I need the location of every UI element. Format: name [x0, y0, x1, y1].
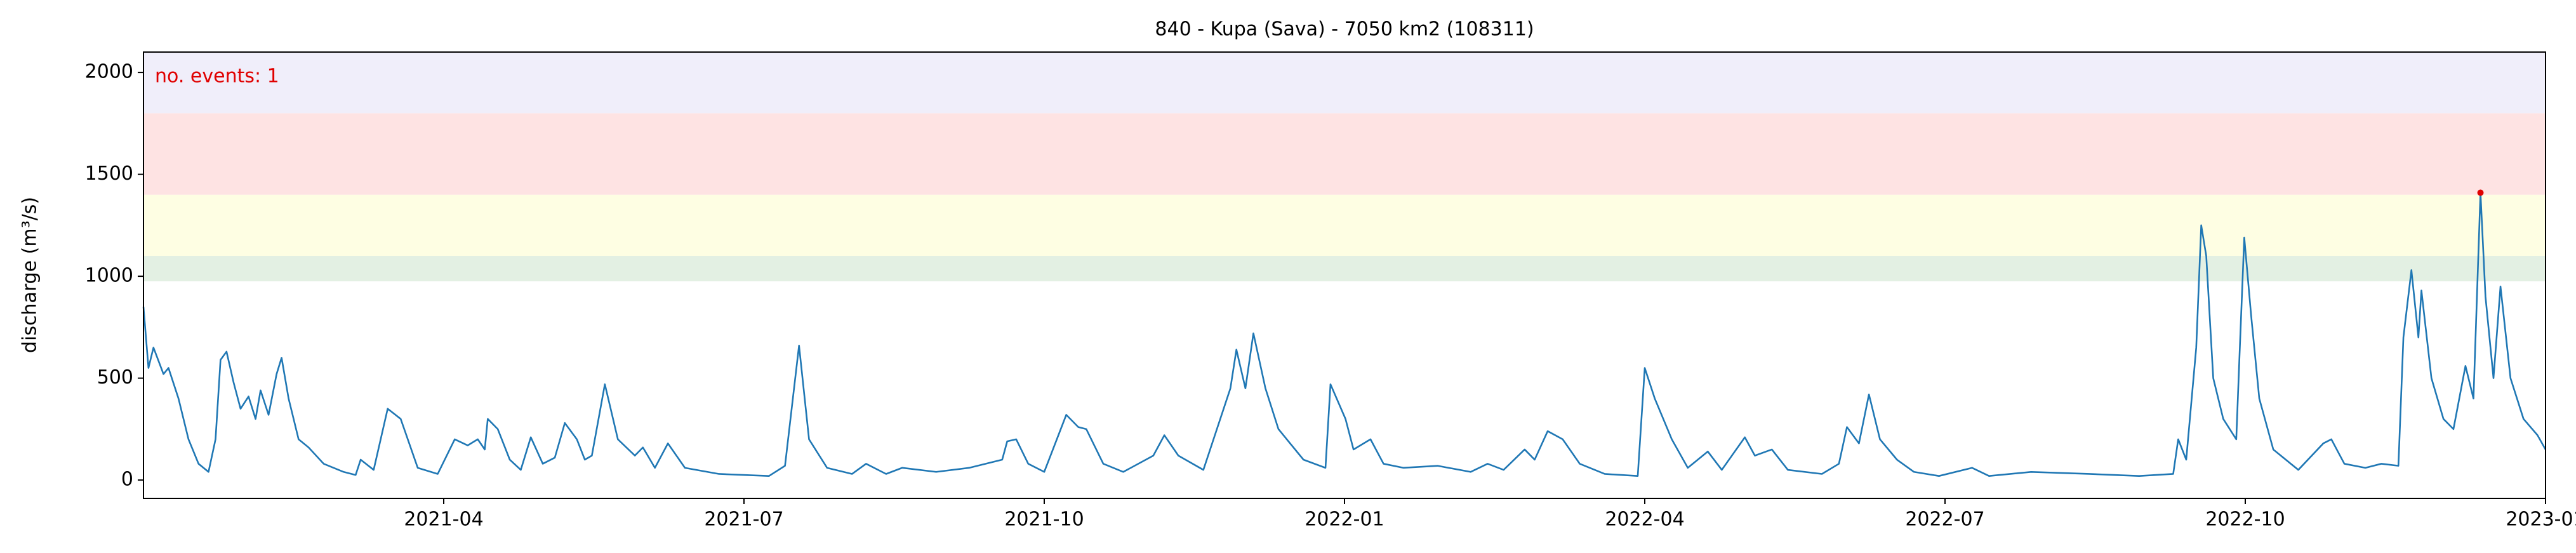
- plot-frame: [143, 51, 2546, 499]
- x-tick-label: 2021-04: [404, 509, 483, 531]
- data-line: [142, 192, 2547, 477]
- y-axis-label: discharge (m³/s): [19, 197, 41, 353]
- y-tick-label: 2000: [85, 61, 133, 83]
- event-count-annotation: no. events: 1: [155, 65, 279, 88]
- y-tick-label: 500: [97, 366, 133, 389]
- event-marker: [2477, 189, 2484, 196]
- threshold-band: [143, 52, 2546, 114]
- threshold-band: [143, 194, 2546, 257]
- threshold-band: [143, 256, 2546, 282]
- y-tick-label: 1500: [85, 163, 133, 185]
- x-tick-label: 2022-04: [1605, 509, 1684, 531]
- x-tick-label: 2021-07: [704, 509, 783, 531]
- x-tick-label: 2021-10: [1004, 509, 1084, 531]
- x-tick-label: 2023-01: [2506, 509, 2576, 531]
- chart-title: 840 - Kupa (Sava) - 7050 km2 (108311): [1155, 18, 1534, 41]
- threshold-band: [143, 113, 2546, 195]
- y-tick-label: 0: [121, 469, 133, 491]
- x-tick-label: 2022-10: [2205, 509, 2285, 531]
- x-tick-label: 2022-01: [1305, 509, 1384, 531]
- y-tick-label: 1000: [85, 265, 133, 287]
- x-tick-label: 2022-07: [1905, 509, 1984, 531]
